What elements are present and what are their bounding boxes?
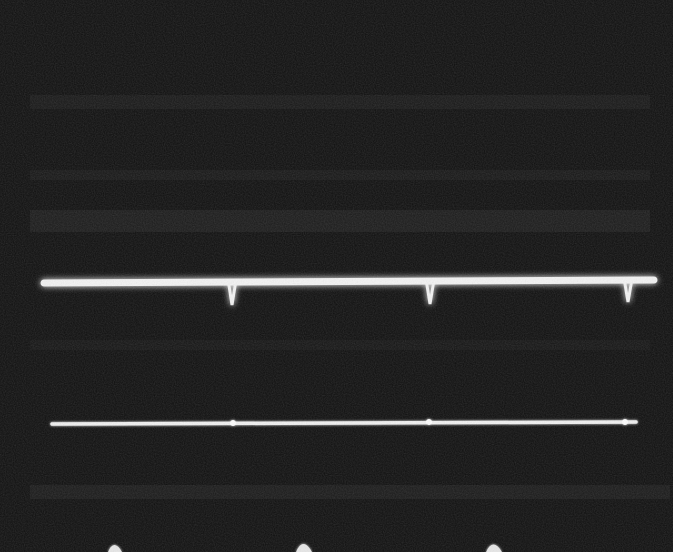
film-grain	[0, 0, 673, 552]
oscilloscope-screen	[0, 0, 673, 552]
oscilloscope-photo	[0, 0, 673, 552]
